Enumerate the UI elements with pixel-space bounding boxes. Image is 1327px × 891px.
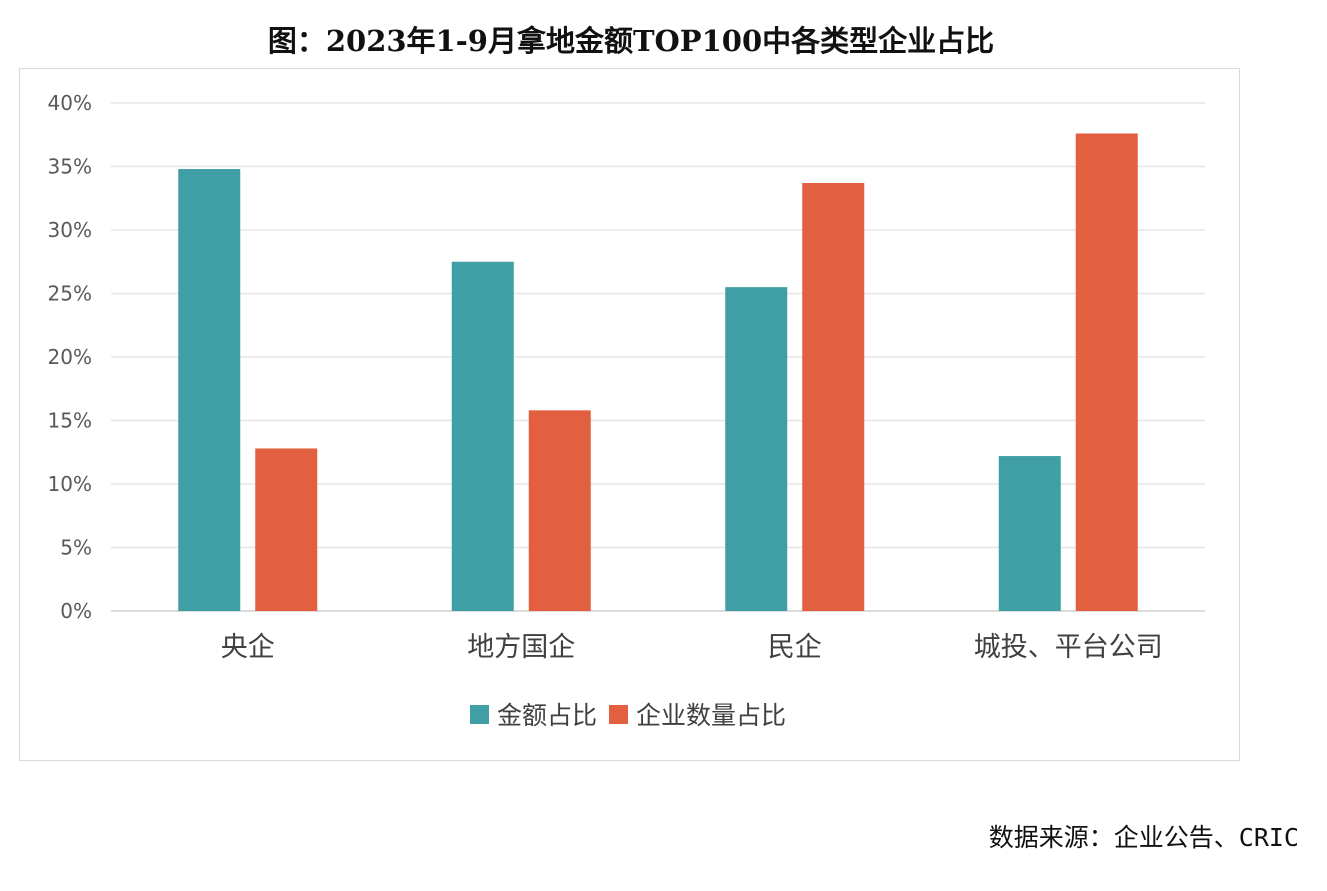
x-axis-categories: 央企 地方国企 民企 城投、平台公司 <box>221 632 1163 663</box>
y-tick-label: 15% <box>48 409 92 433</box>
bar-count <box>255 448 318 611</box>
y-tick-label: 5% <box>60 536 92 560</box>
y-tick-label: 0% <box>60 599 92 623</box>
y-tick-label: 20% <box>48 345 92 369</box>
y-tick-label: 10% <box>48 472 92 496</box>
bars <box>178 133 1138 612</box>
bar-count <box>802 183 865 611</box>
y-axis-ticks: 0% 5% 10% 15% 20% 25% 30% 35% 40% <box>48 91 92 623</box>
bar-count <box>1075 133 1138 612</box>
legend-label: 企业数量占比 <box>636 701 786 730</box>
bar-amount <box>998 456 1061 611</box>
y-tick-label: 35% <box>48 155 92 179</box>
x-category-label: 城投、平台公司 <box>974 632 1163 663</box>
x-category-label: 民企 <box>768 632 822 663</box>
legend-swatch <box>609 705 628 724</box>
bar-amount <box>725 287 788 611</box>
y-tick-label: 25% <box>48 282 92 306</box>
chart-title: 图：2023年1-9月拿地金额TOP100中各类型企业占比 <box>267 24 995 58</box>
x-category-label: 地方国企 <box>467 632 575 663</box>
x-category-label: 央企 <box>221 632 275 663</box>
legend: 金额占比 企业数量占比 <box>469 701 786 730</box>
bar-count <box>528 410 591 611</box>
legend-swatch <box>469 705 489 724</box>
bar-amount <box>451 261 514 611</box>
data-source-note: 数据来源：企业公告、CRIC <box>988 823 1299 852</box>
legend-label: 金额占比 <box>497 701 597 730</box>
y-tick-label: 30% <box>48 218 92 242</box>
y-tick-label: 40% <box>48 91 92 115</box>
bar-amount <box>178 169 241 612</box>
